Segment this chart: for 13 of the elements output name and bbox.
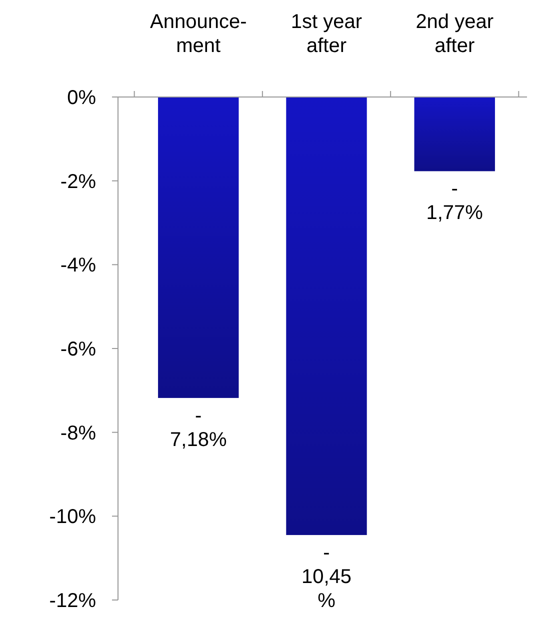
- data-label: - 10,45 %: [301, 542, 352, 612]
- y-tick-label: 0%: [67, 87, 96, 109]
- data-label: - 1,77%: [426, 178, 484, 224]
- x-tick-label: 2nd year after: [416, 11, 494, 57]
- y-tick-label: -8%: [60, 422, 96, 444]
- y-tick-label: -2%: [60, 170, 96, 193]
- y-tick-label: -12%: [49, 590, 96, 612]
- y-tick-label: -10%: [49, 506, 96, 528]
- x-tick-label: 1st year after: [290, 11, 362, 57]
- x-tick-label: Announce- ment: [150, 11, 247, 57]
- y-tick-label: -6%: [60, 338, 96, 360]
- y-tick-label: -4%: [60, 254, 96, 277]
- data-label: - 7,18%: [170, 404, 227, 451]
